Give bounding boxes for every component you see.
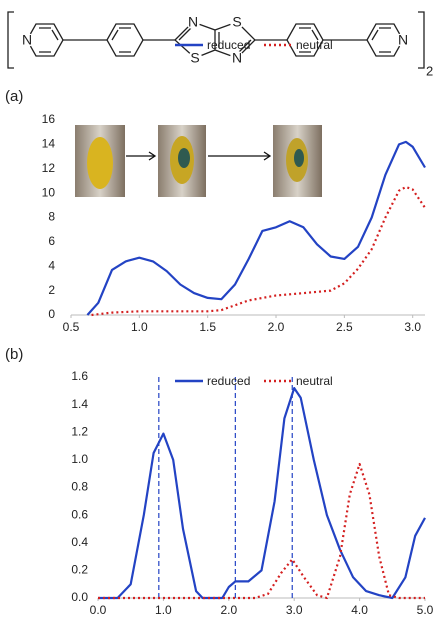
series-line bbox=[98, 464, 425, 598]
crystals bbox=[294, 149, 304, 167]
legend-label: reduced bbox=[207, 374, 250, 388]
series-line bbox=[98, 388, 425, 598]
bond bbox=[112, 28, 131, 52]
bond bbox=[372, 28, 391, 52]
y-tick-label: 0.2 bbox=[71, 563, 88, 577]
atom: N bbox=[22, 32, 32, 48]
y-tick-label: 10 bbox=[42, 185, 56, 199]
legend-label: reduced bbox=[207, 38, 250, 52]
bond bbox=[39, 28, 58, 52]
panel-label: (b) bbox=[5, 346, 23, 363]
atom: N bbox=[398, 32, 408, 48]
y-tick-label: 0.4 bbox=[71, 535, 88, 549]
y-tick-label: 1.0 bbox=[71, 452, 88, 466]
y-tick-label: 16 bbox=[42, 112, 56, 126]
y-tick-label: 12 bbox=[42, 161, 56, 175]
atom: S bbox=[232, 14, 241, 30]
x-tick-label: 2.0 bbox=[220, 603, 237, 617]
x-tick-label: 5.0 bbox=[417, 603, 433, 617]
y-tick-label: 0 bbox=[48, 307, 55, 321]
crystals bbox=[178, 148, 190, 168]
y-tick-label: 8 bbox=[48, 210, 55, 224]
y-tick-label: 1.4 bbox=[71, 397, 88, 411]
x-tick-label: 0.5 bbox=[63, 320, 80, 334]
y-tick-label: 1.2 bbox=[71, 424, 88, 438]
legend-label: neutral bbox=[296, 374, 333, 388]
panel-label: (a) bbox=[5, 88, 23, 105]
legend-label: neutral bbox=[296, 38, 333, 52]
y-tick-label: 6 bbox=[48, 234, 55, 248]
x-tick-label: 4.0 bbox=[351, 603, 368, 617]
x-tick-label: 1.5 bbox=[199, 320, 216, 334]
series-line bbox=[87, 142, 425, 315]
y-tick-label: 4 bbox=[48, 258, 55, 272]
crystals bbox=[87, 137, 113, 189]
subscript: 2 bbox=[426, 63, 433, 78]
y-tick-label: 0.8 bbox=[71, 480, 88, 494]
x-tick-label: 3.0 bbox=[286, 603, 303, 617]
y-tick-label: 14 bbox=[42, 137, 56, 151]
y-tick-label: 0.6 bbox=[71, 507, 88, 521]
atom: S bbox=[190, 50, 199, 66]
y-tick-label: 1.6 bbox=[71, 369, 88, 383]
y-tick-label: 0.0 bbox=[71, 590, 88, 604]
x-tick-label: 0.0 bbox=[90, 603, 107, 617]
atom: N bbox=[188, 14, 198, 30]
y-tick-label: 2 bbox=[48, 283, 55, 297]
figure: N N S S N N 2 (a)02468101214160.51.01.52… bbox=[0, 0, 433, 623]
x-tick-label: 1.0 bbox=[155, 603, 172, 617]
inset-photos bbox=[75, 125, 322, 197]
x-tick-label: 3.0 bbox=[404, 320, 421, 334]
x-tick-label: 1.0 bbox=[131, 320, 148, 334]
x-tick-label: 2.5 bbox=[336, 320, 353, 334]
x-tick-label: 2.0 bbox=[268, 320, 285, 334]
